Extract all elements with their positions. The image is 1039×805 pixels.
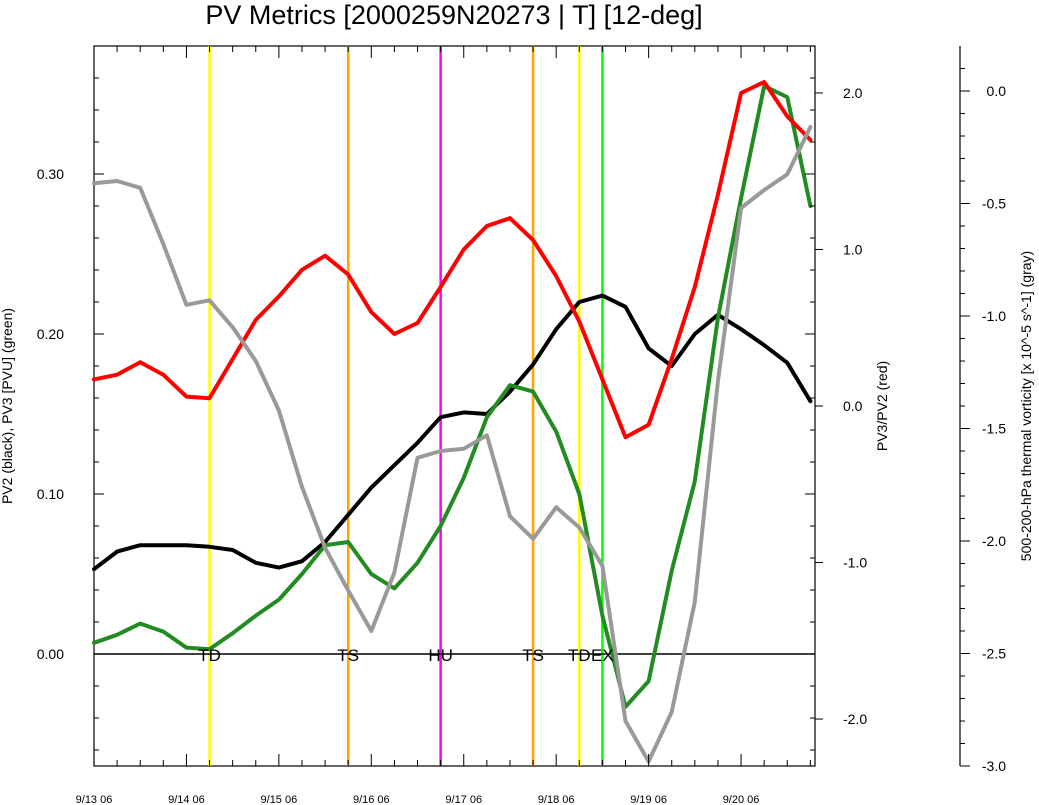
gray-axis-tick-label: -1.5 xyxy=(982,421,1006,437)
gray-axis-tick-label: 0.0 xyxy=(987,83,1007,99)
data-series xyxy=(92,80,813,764)
stage-marker-label-5: EX xyxy=(591,646,614,665)
stage-marker-label-2: HU xyxy=(428,646,453,665)
stage-marker-label-1: TS xyxy=(337,646,359,665)
x-tick-label: 9/16 06 xyxy=(353,794,390,805)
stage-marker-label-3: TS xyxy=(522,646,544,665)
left-tick-label: 0.10 xyxy=(37,486,64,502)
x-tick-label: 9/18 06 xyxy=(538,794,575,805)
x-tick-label: 9/14 06 xyxy=(168,794,205,805)
right-axis-gray: 0.0 -0.5 -1.0 -1.5 -2.0 -2.5 -3.0 xyxy=(959,46,1007,774)
left-tick-label: 0.00 xyxy=(37,646,64,662)
x-tick-label: 9/13 06 xyxy=(76,794,113,805)
left-axis-label: PV2 (black), PV3 [PVU] (green) xyxy=(0,308,15,504)
series-line-3 xyxy=(92,125,813,764)
chart-title: PV Metrics [2000259N20273 | T] [12-deg] xyxy=(205,0,702,30)
gray-axis-tick-label: -2.0 xyxy=(982,533,1006,549)
left-tick-label: 0.20 xyxy=(37,326,64,342)
x-tick-label: 9/15 06 xyxy=(261,794,298,805)
red-axis-tick-label: -1.0 xyxy=(843,555,867,571)
series-line-2 xyxy=(92,80,813,440)
right-axis-gray-label: 500-200-hPa thermal vorticity [x 10^-5 s… xyxy=(1018,251,1034,561)
gray-axis-tick-label: -2.5 xyxy=(982,646,1006,662)
gray-axis-tick-label: -1.0 xyxy=(982,308,1006,324)
x-tick-label: 9/20 06 xyxy=(723,794,760,805)
left-tick-label: 0.30 xyxy=(37,166,64,182)
right-axis-red-label: PV3/PV2 (red) xyxy=(874,361,890,451)
x-tick-label: 9/19 06 xyxy=(630,794,667,805)
red-axis-tick-label: 2.0 xyxy=(843,85,863,101)
stage-marker-label-0: TD xyxy=(198,646,221,665)
red-axis-tick-label: -2.0 xyxy=(843,711,867,727)
red-axis-tick-label: 1.0 xyxy=(843,241,863,257)
left-axis: 0.00 0.10 0.20 0.30 xyxy=(37,77,815,751)
stage-marker-lines xyxy=(208,46,604,766)
red-axis-tick-label: 0.0 xyxy=(843,398,863,414)
stage-marker-labels: TD TS HU TS TD EX xyxy=(198,646,614,665)
series-line-1 xyxy=(92,84,813,709)
right-axis-red: -2.0 -1.0 0.0 1.0 2.0 xyxy=(815,85,867,727)
gray-axis-tick-label: -0.5 xyxy=(982,196,1006,212)
gray-axis-tick-label: -3.0 xyxy=(982,758,1006,774)
stage-marker-label-4: TD xyxy=(568,646,591,665)
x-tick-label: 9/17 06 xyxy=(445,794,482,805)
series-line-0 xyxy=(92,293,813,572)
x-axis: 9/13 06 9/14 06 9/15 06 9/16 06 9/17 06 9/18 … xyxy=(76,46,811,805)
